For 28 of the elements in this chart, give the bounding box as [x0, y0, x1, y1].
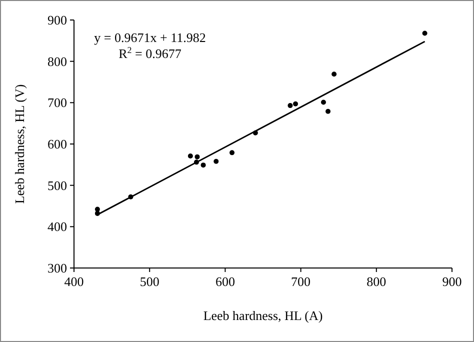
x-tick-label: 900 — [442, 274, 462, 289]
x-tick-label: 500 — [140, 274, 160, 289]
x-tick-label: 800 — [366, 274, 386, 289]
point — [422, 30, 428, 36]
point — [200, 162, 206, 168]
y-tick-label: 400 — [48, 219, 67, 234]
annotation: y = 0.9671x + 11.982 — [94, 30, 206, 45]
point — [326, 108, 331, 114]
y-tick-label: 700 — [48, 95, 67, 110]
point — [230, 150, 235, 156]
point — [293, 101, 298, 106]
point — [188, 153, 193, 158]
y-tick-label: 800 — [48, 54, 67, 69]
y-tick-label: 500 — [48, 178, 67, 193]
x-tick-label: 700 — [291, 274, 311, 289]
x-tick-label: 400 — [64, 274, 84, 289]
y-tick-label: 600 — [48, 136, 67, 152]
y-axis-title: Leeb hardness, HL (V) — [12, 84, 27, 204]
x-tick-label: 600 — [215, 274, 235, 289]
annotation: R$^{2}$ = 0.9677 — [118, 45, 182, 61]
point — [320, 100, 326, 105]
point — [194, 154, 200, 160]
point — [288, 103, 293, 108]
point — [332, 72, 337, 77]
point — [214, 158, 219, 164]
y-tick-label: 300 — [48, 260, 67, 276]
y-tick-label: 900 — [48, 12, 67, 28]
x-axis-title: Leeb hardness, HL (A) — [203, 308, 323, 323]
